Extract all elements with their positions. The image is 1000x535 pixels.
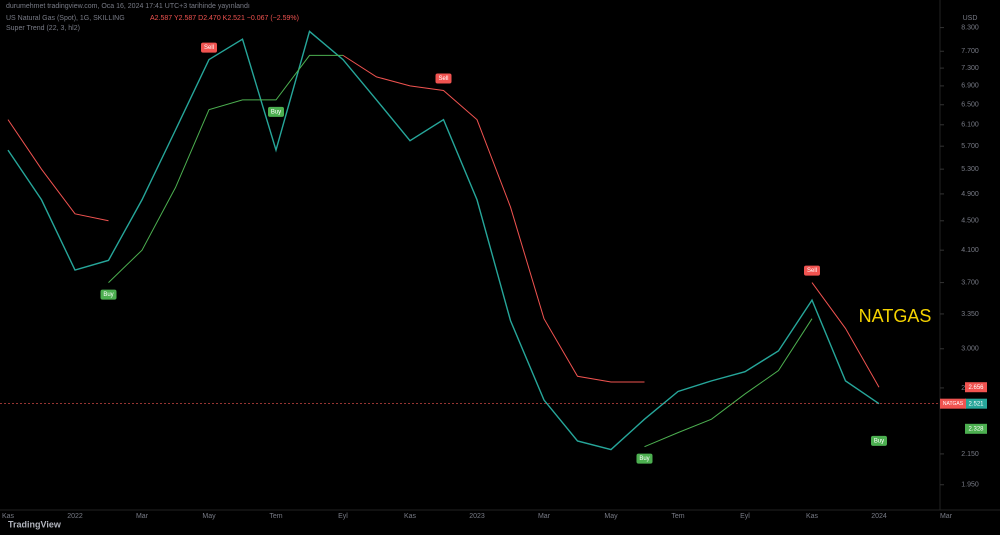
- signal-box: [636, 453, 653, 464]
- y-tick-label: 8.300: [961, 24, 979, 31]
- y-tick-label: 4.900: [961, 191, 979, 198]
- indicator: Super Trend (22, 3, hl2): [6, 25, 80, 32]
- x-tick-label: Eyl: [740, 513, 750, 520]
- y-tick-label: 3.350: [961, 311, 979, 318]
- signal-box: [201, 42, 217, 53]
- y-tick-label: 6.900: [961, 83, 979, 90]
- ohlc: A2.587 Y2.587 D2.470 K2.521 −0.067 (−2.5…: [150, 15, 299, 22]
- y-tick-label: 6.100: [961, 122, 979, 129]
- signal-label: Sell: [204, 45, 214, 51]
- x-tick-label: 2022: [67, 513, 83, 520]
- publish-info: durumehmet tradingview.com, Oca 16, 2024…: [6, 3, 250, 10]
- signal-label: Sell: [807, 268, 817, 274]
- signal-box: [804, 265, 820, 276]
- down-value-tag-label: 2.656: [968, 385, 984, 391]
- x-tick-label: Kas: [404, 513, 417, 520]
- price-value-tag-label: 2.521: [968, 401, 984, 407]
- signal-label: Buy: [874, 438, 884, 444]
- x-tick-label: May: [202, 513, 216, 520]
- signal-box: [871, 435, 887, 446]
- x-tick-label: Kas: [2, 513, 15, 520]
- signal-label: Sell: [438, 76, 448, 82]
- price-value-tag: [965, 398, 987, 409]
- symbol: US Natural Gas (Spot), 1G, SKILLING: [6, 15, 125, 22]
- currency: USD: [963, 15, 978, 22]
- signal-label: Buy: [639, 456, 649, 462]
- y-tick-label: 7.300: [961, 65, 979, 72]
- x-tick-label: Tem: [671, 513, 684, 520]
- annotation: NATGAS: [859, 306, 932, 326]
- up-value-tag-label: 2.328: [968, 426, 984, 432]
- signal-box: [435, 73, 452, 84]
- y-tick-label: 2.150: [961, 451, 979, 458]
- y-tick-label: 3.000: [961, 346, 979, 353]
- series-line: [7, 30, 880, 451]
- y-tick-label: 1.950: [961, 482, 979, 489]
- x-tick-label: Mar: [136, 513, 149, 520]
- x-tick-label: 2024: [871, 513, 887, 520]
- logo: TradingView: [8, 519, 62, 529]
- x-tick-label: Mar: [940, 513, 953, 520]
- price-tag-box: [940, 398, 966, 409]
- y-tick-label: 3.700: [961, 279, 979, 286]
- y-tick-label: 5.700: [961, 143, 979, 150]
- y-tick-label: 5.300: [961, 166, 979, 173]
- signal-label: Buy: [271, 109, 281, 115]
- y-tick-label: 7.700: [961, 48, 979, 55]
- y-tick-label: 6.500: [961, 102, 979, 109]
- x-tick-label: Kas: [806, 513, 819, 520]
- signal-box: [100, 289, 117, 300]
- x-tick-label: 2023: [469, 513, 485, 520]
- down-value-tag: [965, 382, 987, 393]
- x-tick-label: May: [604, 513, 618, 520]
- price-tag: NATGAS: [943, 401, 964, 407]
- signal-label: Buy: [103, 292, 113, 298]
- x-tick-label: Eyl: [338, 513, 348, 520]
- x-tick-label: Tem: [269, 513, 282, 520]
- up-value-tag: [965, 423, 987, 434]
- signal-box: [268, 106, 284, 117]
- x-tick-label: Mar: [538, 513, 551, 520]
- y-tick-label: 4.500: [961, 218, 979, 225]
- series-line: [7, 54, 880, 388]
- y-tick-label: 4.100: [961, 247, 979, 254]
